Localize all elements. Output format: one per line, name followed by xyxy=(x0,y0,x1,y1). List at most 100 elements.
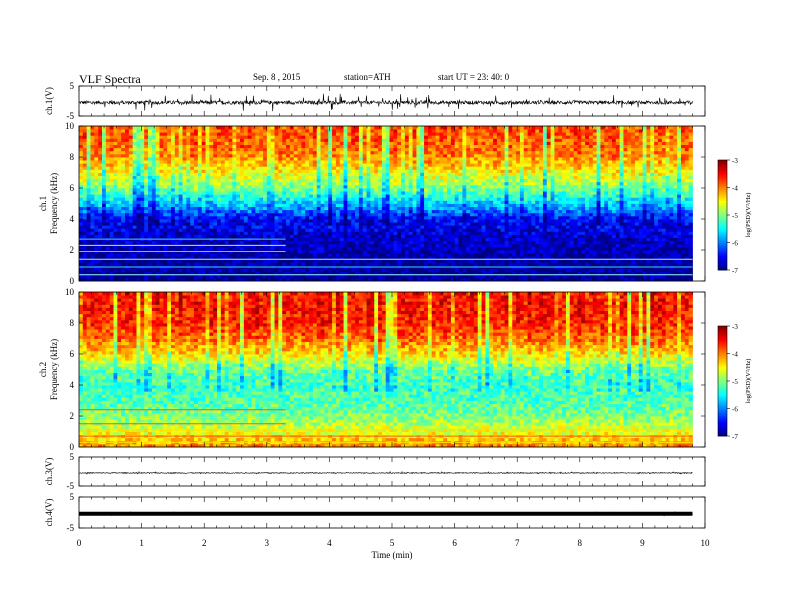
ch1-spectrogram-cell xyxy=(178,256,183,260)
ch1-spectrogram-cell xyxy=(151,178,157,183)
ch1-spectrogram-cell xyxy=(128,240,134,245)
ch1-spectrogram-cell xyxy=(148,240,153,245)
ch1-spectrogram-cell xyxy=(259,144,264,149)
ch1-spectrogram-cell xyxy=(374,271,379,276)
ch1-spectrogram-cell xyxy=(374,132,379,136)
ch1-spectrogram-cell xyxy=(94,181,99,186)
ch1-spectrogram-cell xyxy=(255,203,260,207)
ch1-spectrogram-cell xyxy=(190,262,195,266)
ch1-spectrogram-cell xyxy=(420,222,425,226)
ch1-spectrogram-cell xyxy=(297,234,302,238)
ch1-spectrogram-cell xyxy=(220,163,226,167)
ch1-spectrogram-cell xyxy=(332,277,337,282)
ch1-spectrogram-cell xyxy=(450,222,456,226)
ch1-spectrogram-cell xyxy=(232,246,237,251)
ch1-spectrogram-cell xyxy=(167,246,172,251)
ch1-spectrogram-cell xyxy=(401,274,406,279)
ch1-spectrogram-cell xyxy=(416,181,421,186)
ch1-spectrogram-cell xyxy=(228,169,233,173)
ch1-spectrogram-cell xyxy=(355,157,360,161)
ch1-spectrogram-cell xyxy=(105,206,111,211)
ch1-spectrogram-cell xyxy=(243,234,249,238)
ch1-spectrogram-cell xyxy=(220,141,226,145)
ch1-spectrogram-cell xyxy=(201,191,206,195)
ch1-spectrogram-cell xyxy=(217,157,222,161)
ch1-spectrogram-cell xyxy=(205,181,210,186)
ch1-spectrogram-cell xyxy=(98,166,103,170)
ch1-spectrogram-cell xyxy=(381,243,387,248)
ch1-spectrogram-cell xyxy=(297,178,302,183)
ch1-spectrogram-cell xyxy=(282,132,287,136)
ch1-spectrogram-cell xyxy=(355,160,360,164)
ch1-spectrogram-cell xyxy=(362,138,367,142)
ch1-spectrogram-cell xyxy=(247,157,252,161)
ch1-spectrogram-cell xyxy=(79,215,84,220)
ch1-spectrogram-cell xyxy=(94,206,99,211)
ch1-spectrogram-cell xyxy=(151,160,157,164)
ch1-spectrogram-cell xyxy=(128,191,134,195)
ch1-spectrogram-cell xyxy=(335,194,341,198)
ch1-spectrogram-cell xyxy=(416,274,421,279)
ch1-spectrogram-cell xyxy=(213,172,218,176)
ch1-spectrogram-cell xyxy=(117,188,122,192)
ch1-spectrogram-cell xyxy=(109,200,114,204)
ch1-spectrogram-cell xyxy=(197,144,203,149)
ch1-spectrogram-cell xyxy=(136,259,141,263)
ch1-spectrogram-cell xyxy=(171,222,176,226)
ch1-spectrogram-cell xyxy=(90,200,95,204)
ch1-spectrogram-cell xyxy=(282,157,287,161)
ch1-spectrogram-cell xyxy=(79,219,84,223)
ch1-spectrogram-cell xyxy=(366,181,371,186)
ch1-spectrogram-cell xyxy=(132,274,137,279)
ch1-spectrogram-cell xyxy=(355,206,360,211)
ch1-spectrogram-cell xyxy=(251,253,256,257)
ch1-spectrogram-cell xyxy=(171,256,176,260)
ch1-spectrogram-cell xyxy=(255,138,260,142)
ch1-spectrogram-cell xyxy=(378,194,383,198)
ch1-spectrogram-cell xyxy=(289,144,295,149)
ch1-spectrogram-cell xyxy=(266,157,272,161)
ch1-spectrogram-cell xyxy=(117,181,122,186)
ch1-spectrogram-cell xyxy=(182,200,187,204)
ch1-spectrogram-cell xyxy=(236,194,241,198)
ch1-spectrogram-cell xyxy=(404,197,410,201)
ch1-spectrogram-cell xyxy=(255,259,260,263)
ch1-spectrogram-cell xyxy=(121,160,126,164)
ch1-spectrogram-cell xyxy=(197,194,203,198)
ch1-spectrogram-cell xyxy=(102,231,107,235)
ch1-spectrogram-cell xyxy=(94,194,99,198)
ch1-spectrogram-cell xyxy=(401,209,406,214)
ch1-spectrogram-cell xyxy=(381,268,387,273)
ch1-spectrogram-cell xyxy=(424,203,429,207)
ch1-spectrogram-cell xyxy=(393,219,398,223)
ch1-spectrogram-cell xyxy=(140,144,145,149)
ch1-spectrogram-cell xyxy=(374,203,379,207)
ch1-spectrogram-cell xyxy=(240,256,245,260)
ch1-spectrogram-cell xyxy=(270,163,275,167)
ch1-spectrogram-cell xyxy=(439,178,444,183)
ch1-spectrogram-cell xyxy=(132,234,137,238)
ch1-spectrogram-cell xyxy=(332,172,337,176)
ch1-spectrogram-cell xyxy=(201,212,206,217)
ch1-spectrogram-cell xyxy=(217,138,222,142)
ch1-spectrogram-cell xyxy=(335,147,341,152)
ch1-spectrogram-cell xyxy=(236,200,241,204)
ch1-spectrogram-cell xyxy=(381,169,387,173)
ch1-spectrogram-cell xyxy=(424,231,429,235)
ch1-spectrogram-cell xyxy=(213,271,218,276)
ch1-spectrogram-cell xyxy=(282,277,287,282)
ch1-spectrogram-cell xyxy=(151,188,157,192)
ch1-spectrogram-cell xyxy=(209,135,214,139)
ch1-spectrogram-cell xyxy=(113,129,118,133)
ch1-spectrogram-cell xyxy=(339,253,344,257)
ch1-spectrogram-cell xyxy=(309,166,314,170)
ch1-spectrogram-cell xyxy=(408,237,413,242)
ch1-spectrogram-cell xyxy=(443,184,448,189)
ch1-spectrogram-cell xyxy=(136,194,141,198)
ch1-spectrogram-cell xyxy=(125,172,130,176)
ch1-spectrogram-cell xyxy=(117,228,122,232)
ch1-spectrogram-cell xyxy=(263,175,268,180)
ch1-spectrogram-cell xyxy=(312,188,318,192)
ch1-spectrogram-cell xyxy=(209,150,214,155)
ch1-spectrogram-cell xyxy=(385,268,390,273)
